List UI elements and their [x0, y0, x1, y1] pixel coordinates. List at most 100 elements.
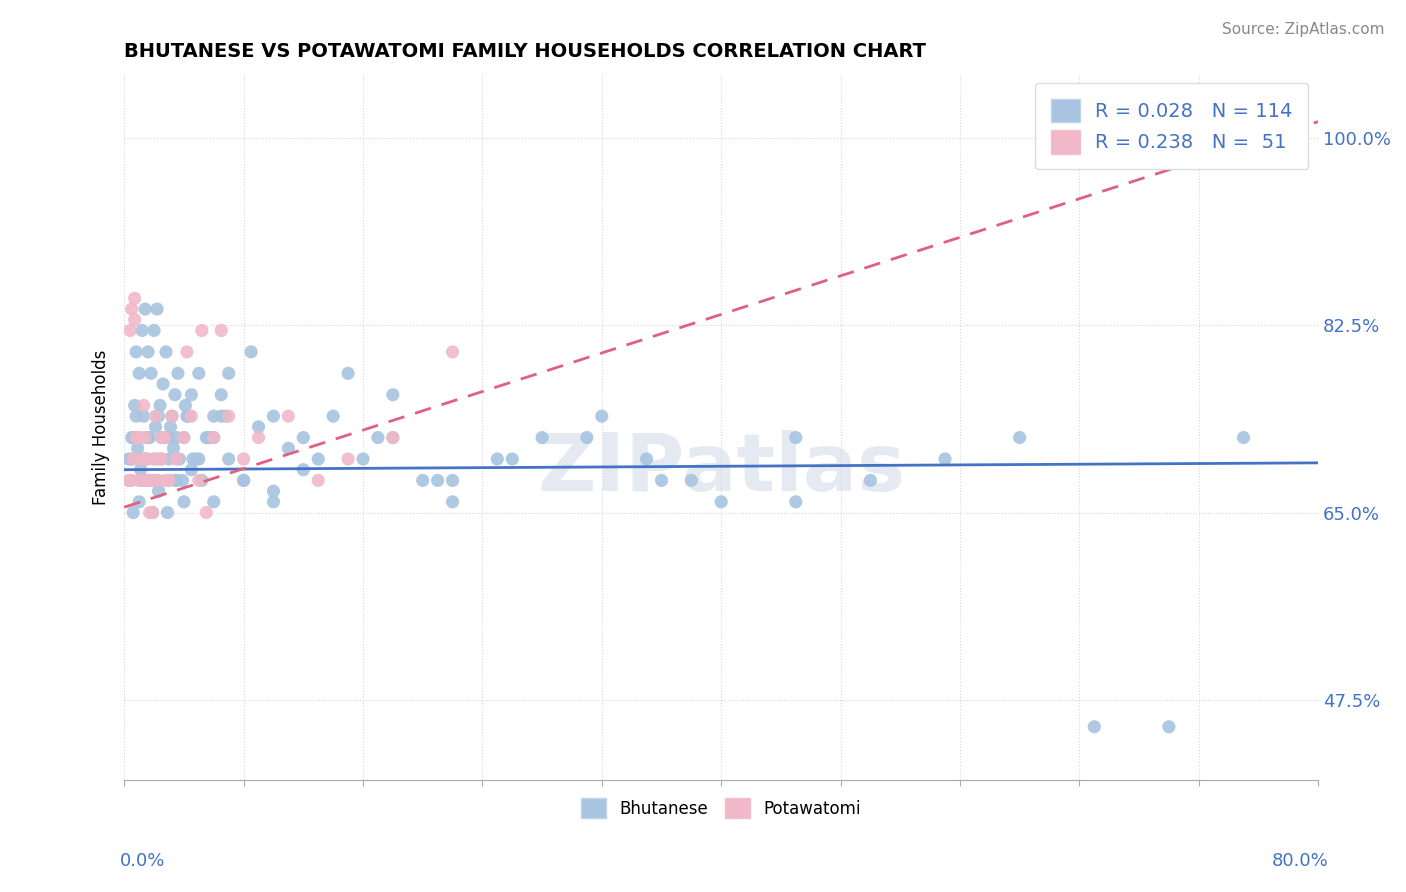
Point	[121, 301, 143, 316]
Point	[160, 409, 183, 424]
Point	[218, 452, 240, 467]
Point	[134, 431, 156, 445]
Point	[135, 474, 157, 488]
Point	[145, 420, 167, 434]
Point	[136, 431, 159, 445]
Point	[128, 474, 150, 488]
Point	[191, 323, 214, 337]
Point	[1083, 720, 1105, 734]
Point	[292, 463, 315, 477]
Point	[1232, 431, 1254, 445]
Point	[209, 323, 232, 337]
Point	[381, 431, 404, 445]
Point	[148, 409, 170, 424]
Point	[124, 291, 146, 305]
Point	[146, 301, 169, 316]
Point	[859, 474, 882, 488]
Point	[129, 463, 152, 477]
Point	[180, 409, 202, 424]
Point	[381, 431, 404, 445]
Point	[127, 431, 149, 445]
Point	[650, 474, 672, 488]
Point	[176, 344, 198, 359]
Point	[118, 452, 141, 467]
Point	[143, 452, 166, 467]
Point	[198, 431, 221, 445]
Point	[934, 452, 956, 467]
Point	[135, 452, 157, 467]
Point	[122, 452, 145, 467]
Point	[125, 344, 148, 359]
Point	[136, 474, 159, 488]
Point	[127, 442, 149, 456]
Point	[195, 431, 218, 445]
Point	[131, 323, 153, 337]
Point	[187, 452, 209, 467]
Point	[195, 506, 218, 520]
Point	[145, 409, 167, 424]
Point	[441, 474, 464, 488]
Point	[177, 409, 200, 424]
Point	[247, 420, 270, 434]
Point	[381, 388, 404, 402]
Point	[138, 474, 160, 488]
Point	[277, 442, 299, 456]
Point	[785, 495, 807, 509]
Point	[441, 495, 464, 509]
Point	[142, 506, 165, 520]
Point	[132, 452, 155, 467]
Point	[148, 484, 170, 499]
Point	[232, 452, 254, 467]
Point	[142, 474, 165, 488]
Point	[163, 388, 186, 402]
Point	[1157, 720, 1180, 734]
Point	[240, 344, 263, 359]
Point	[125, 431, 148, 445]
Point	[131, 474, 153, 488]
Point	[139, 367, 162, 381]
Point	[209, 388, 232, 402]
Point	[486, 452, 509, 467]
Point	[155, 474, 177, 488]
Point	[232, 474, 254, 488]
Y-axis label: Family Households: Family Households	[93, 349, 110, 505]
Point	[143, 323, 166, 337]
Point	[681, 474, 703, 488]
Point	[129, 474, 152, 488]
Point	[165, 474, 187, 488]
Point	[153, 431, 176, 445]
Point	[591, 409, 613, 424]
Point	[132, 409, 155, 424]
Point	[121, 431, 143, 445]
Point	[441, 344, 464, 359]
Text: 80.0%: 80.0%	[1272, 852, 1329, 870]
Point	[575, 431, 598, 445]
Point	[247, 431, 270, 445]
Point	[157, 452, 180, 467]
Point	[152, 377, 174, 392]
Point	[307, 474, 329, 488]
Point	[145, 474, 167, 488]
Point	[307, 452, 329, 467]
Point	[138, 506, 160, 520]
Point	[322, 409, 344, 424]
Point	[202, 431, 225, 445]
Point	[173, 431, 195, 445]
Point	[209, 409, 232, 424]
Point	[202, 431, 225, 445]
Point	[184, 452, 207, 467]
Point	[138, 431, 160, 445]
Point	[187, 474, 209, 488]
Point	[157, 474, 180, 488]
Point	[129, 431, 152, 445]
Point	[150, 431, 173, 445]
Point	[150, 452, 173, 467]
Point	[162, 442, 184, 456]
Point	[143, 452, 166, 467]
Point	[157, 431, 180, 445]
Point	[165, 452, 187, 467]
Point	[150, 452, 173, 467]
Point	[125, 409, 148, 424]
Point	[149, 399, 172, 413]
Point	[173, 431, 195, 445]
